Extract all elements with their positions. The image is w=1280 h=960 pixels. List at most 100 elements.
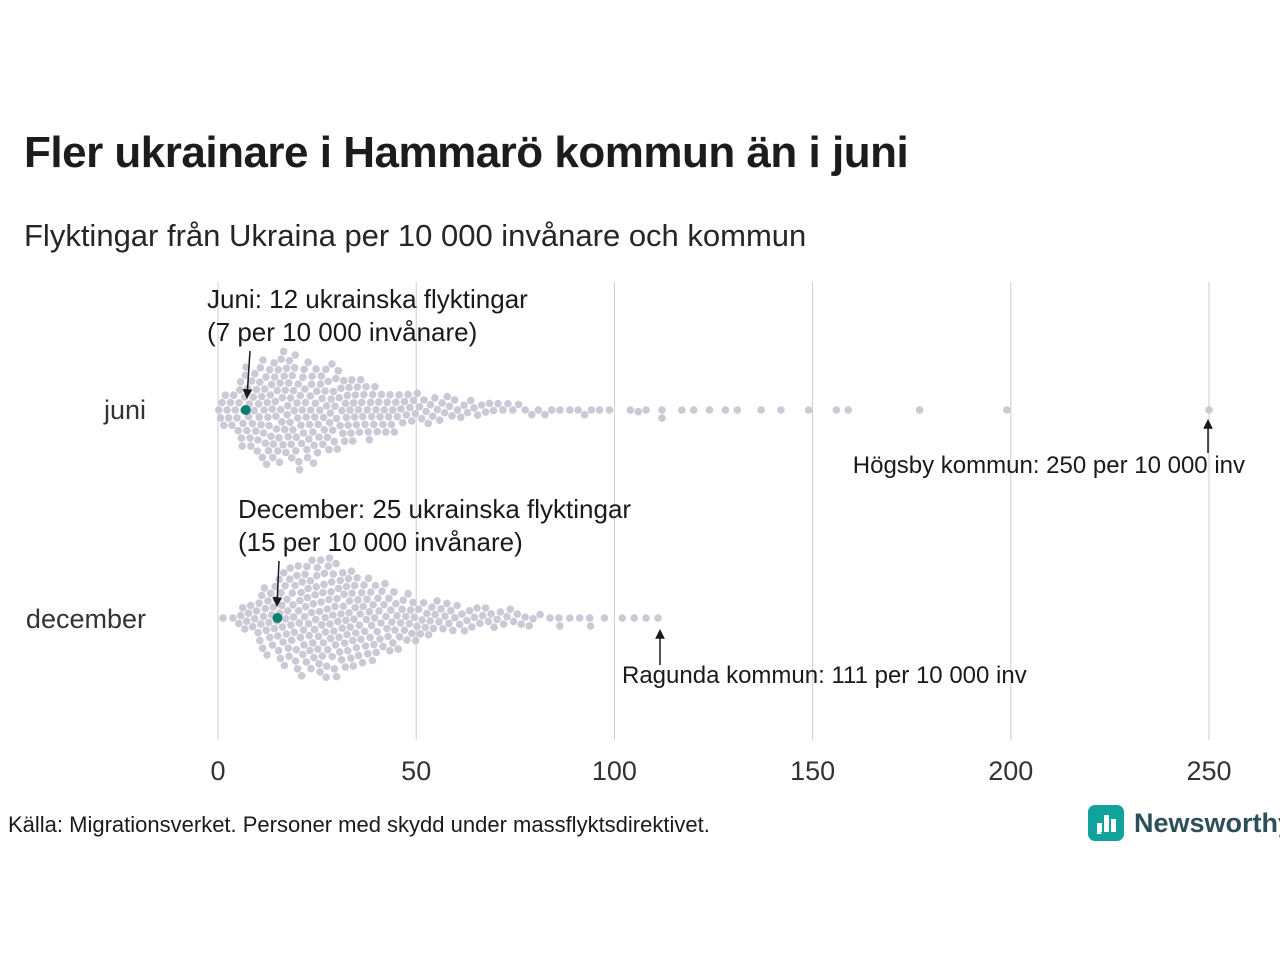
swarm-dot: [265, 421, 273, 430]
swarm-dot: [325, 554, 334, 562]
swarm-dot: [325, 418, 334, 427]
swarm-dot: [340, 437, 349, 446]
swarm-dot: [329, 570, 338, 578]
swarm-dot: [400, 626, 409, 634]
swarm-dot: [261, 604, 270, 613]
swarm-dot: [347, 654, 355, 662]
swarm-dot: [334, 617, 342, 626]
swarm-dot: [337, 384, 345, 393]
swarm-dot: [338, 624, 347, 632]
swarm-dot: [349, 662, 358, 670]
swarm-dot: [246, 434, 254, 442]
swarm-dot: [309, 428, 317, 436]
swarm-dot: [256, 364, 265, 372]
swarm-dot: [257, 421, 265, 429]
swarm-dot: [271, 397, 280, 406]
swarm-dot: [352, 629, 360, 637]
swarm-dot: [322, 365, 330, 374]
swarm-dot: [777, 406, 785, 414]
swarm-dot: [297, 588, 305, 597]
swarm-dot: [489, 406, 498, 415]
swarm-dot: [253, 447, 261, 455]
swarm-dot: [279, 441, 287, 449]
swarm-dot: [383, 398, 392, 407]
swarm-dot: [344, 646, 352, 655]
swarm-dot: [281, 386, 290, 395]
swarm-dot: [504, 399, 512, 408]
swarm-dot: [293, 571, 301, 580]
swarm-dot: [417, 414, 426, 423]
swarm-dot: [236, 378, 245, 386]
swarm-dot: [370, 614, 379, 622]
swarm-dot: [300, 641, 308, 649]
swarm-dot: [304, 619, 313, 628]
swarm-dot: [509, 406, 517, 414]
swarm-dot: [293, 414, 302, 422]
swarm-dot: [1205, 406, 1213, 414]
swarm-dot: [541, 410, 549, 419]
swarm-dot: [272, 412, 280, 421]
swarm-dot: [396, 619, 405, 627]
swarm-dot: [319, 588, 327, 597]
swarm-dot: [282, 448, 290, 457]
swarm-dot: [241, 625, 249, 633]
swarm-dot: [409, 396, 418, 405]
swarm-dot: [393, 412, 402, 421]
annotation-hogsby-label: Högsby kommun: 250 per 10 000 inv: [853, 452, 1245, 479]
swarm-dot: [269, 603, 278, 611]
swarm-dot: [721, 406, 730, 414]
swarm-dot: [226, 398, 235, 407]
swarm-dot: [249, 393, 258, 401]
swarm-dot: [321, 387, 329, 395]
swarm-dot: [304, 358, 313, 367]
swarm-dot: [218, 398, 226, 407]
swarm-dot: [499, 406, 507, 414]
swarm-dot: [312, 583, 321, 591]
swarm-dot: [284, 644, 293, 652]
swarm-dot: [239, 604, 247, 612]
swarm-dot: [243, 426, 251, 435]
swarm-dot: [347, 429, 355, 437]
swarm-dot: [630, 614, 638, 622]
swarm-dot: [385, 594, 393, 603]
swarm-dot: [382, 428, 390, 436]
swarm-dot: [315, 660, 323, 668]
swarm-dot: [301, 602, 310, 611]
swarm-dot: [313, 563, 322, 572]
swarm-dot: [443, 599, 451, 608]
swarm-dot: [355, 621, 364, 629]
swarm-dot: [302, 658, 311, 666]
swarm-dot: [336, 421, 344, 430]
swarm-dot: [453, 601, 461, 610]
swarm-dot: [458, 610, 466, 618]
annotation-december-line2: (15 per 10 000 invånare): [238, 527, 523, 557]
annotation-december-line1: December: 25 ukrainska flyktingar: [238, 494, 631, 524]
swarm-dot: [566, 614, 574, 622]
swarm-dot: [269, 440, 278, 448]
swarm-dot: [364, 650, 372, 658]
swarm-dot: [344, 574, 353, 583]
swarm-dot: [326, 409, 335, 417]
swarm-dot: [529, 615, 537, 623]
swarm-dot: [352, 643, 361, 652]
swarm-dot: [294, 380, 303, 388]
swarm-dot: [228, 421, 236, 430]
swarm-dot: [242, 363, 250, 372]
swarm-dot: [285, 575, 294, 583]
swarm-dot: [239, 419, 247, 428]
swarm-dot: [345, 597, 354, 605]
swarm-dot: [408, 629, 416, 638]
swarm-dot: [460, 401, 468, 410]
x-tick-label: 250: [1186, 756, 1231, 786]
swarm-dot: [216, 414, 225, 422]
swarm-dot: [299, 373, 307, 382]
swarm-dot: [316, 556, 325, 564]
swarm-dot: [241, 371, 250, 380]
swarm-dot: [435, 416, 444, 425]
swarm-dot: [257, 591, 266, 600]
x-tick-label: 50: [401, 756, 431, 786]
swarm-dot: [283, 410, 291, 419]
swarm-dot: [287, 636, 296, 644]
swarm-dot: [276, 379, 284, 387]
swarm-dot: [323, 605, 332, 613]
